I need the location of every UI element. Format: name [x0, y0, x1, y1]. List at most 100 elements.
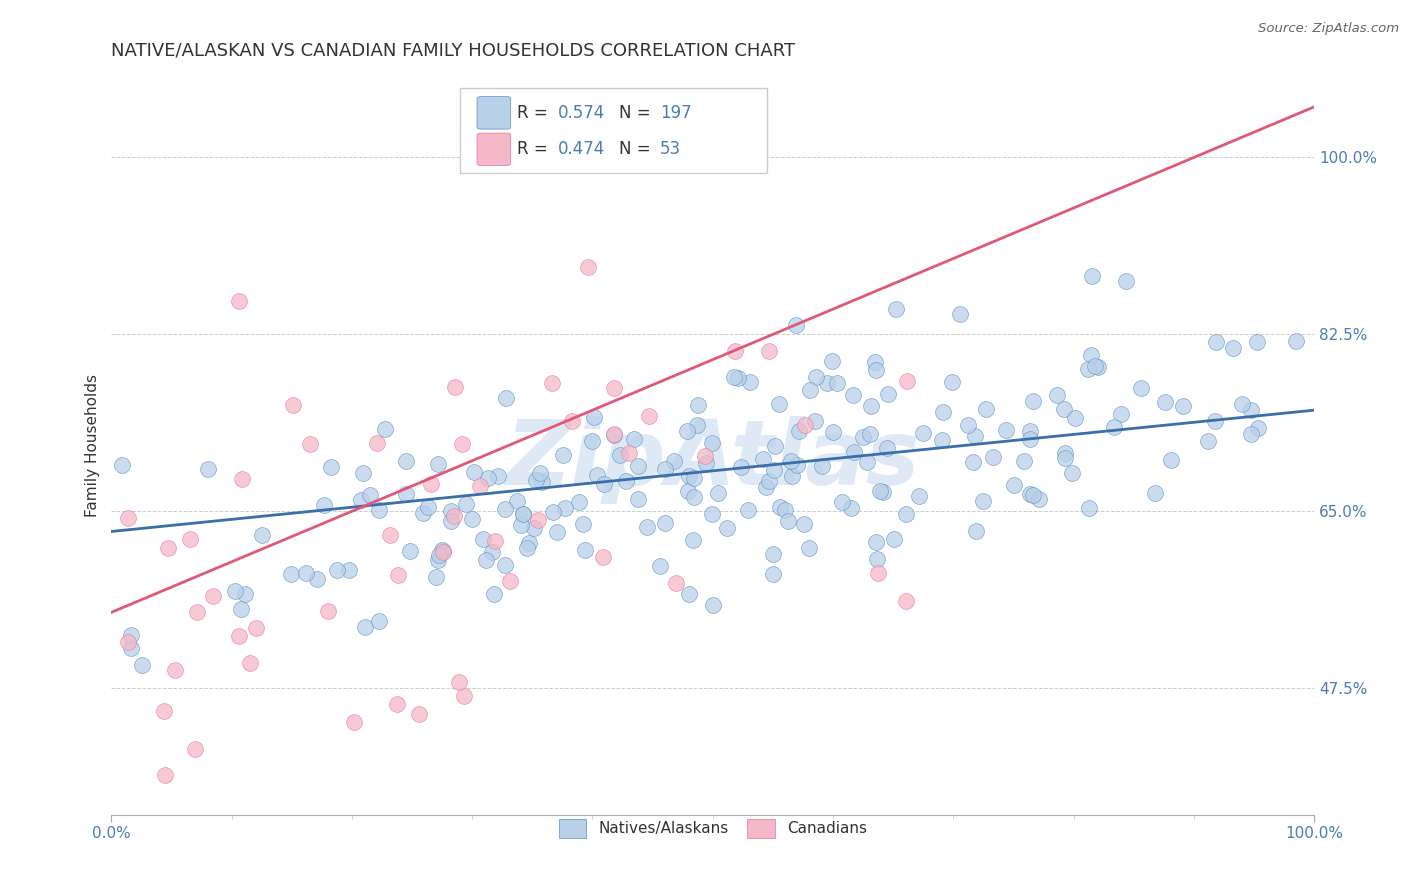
Point	[1084, 359, 1107, 373]
Point	[440, 514, 463, 528]
Point	[603, 381, 626, 395]
Point	[866, 566, 889, 581]
Point	[707, 486, 730, 500]
Point	[894, 594, 917, 608]
Point	[359, 488, 381, 502]
Point	[956, 417, 979, 432]
Point	[676, 483, 699, 498]
Text: N =: N =	[619, 140, 655, 158]
Point	[780, 454, 803, 468]
Point	[695, 456, 717, 470]
Point	[755, 480, 778, 494]
Point	[1130, 381, 1153, 395]
Point	[506, 494, 529, 508]
Text: 0.474: 0.474	[558, 140, 605, 158]
Point	[758, 475, 780, 489]
Point	[614, 474, 637, 488]
Point	[627, 458, 650, 473]
Point	[776, 514, 799, 528]
Point	[852, 430, 875, 444]
Point	[908, 489, 931, 503]
Point	[343, 714, 366, 729]
Point	[1171, 399, 1194, 413]
Point	[471, 532, 494, 546]
Point	[131, 657, 153, 672]
Point	[314, 498, 336, 512]
Point	[387, 568, 409, 582]
Point	[804, 414, 827, 428]
Point	[450, 437, 472, 451]
Text: 197: 197	[659, 103, 692, 121]
Point	[163, 663, 186, 677]
Point	[886, 301, 908, 316]
Point	[1230, 397, 1253, 411]
Point	[686, 398, 709, 412]
Point	[1246, 334, 1268, 349]
Point	[395, 487, 418, 501]
Point	[463, 465, 485, 479]
Text: 0.574: 0.574	[558, 103, 605, 121]
Point	[1154, 395, 1177, 409]
Point	[509, 517, 531, 532]
Point	[494, 558, 516, 572]
Point	[586, 467, 609, 482]
Point	[785, 318, 807, 333]
Point	[780, 468, 803, 483]
Text: ZipAtlas: ZipAtlas	[505, 417, 920, 504]
Point	[239, 657, 262, 671]
Point	[454, 497, 477, 511]
Point	[477, 471, 499, 485]
Point	[700, 507, 723, 521]
Point	[623, 432, 645, 446]
Point	[443, 508, 465, 523]
Point	[153, 705, 176, 719]
Point	[1197, 434, 1219, 448]
Point	[295, 566, 318, 580]
Point	[117, 635, 139, 649]
Point	[120, 628, 142, 642]
Point	[716, 521, 738, 535]
Point	[876, 441, 898, 455]
Point	[352, 467, 374, 481]
Point	[394, 453, 416, 467]
Point	[727, 370, 749, 384]
Point	[494, 502, 516, 516]
Point	[157, 541, 180, 555]
Point	[412, 507, 434, 521]
Point	[894, 507, 917, 521]
Point	[972, 493, 994, 508]
Point	[682, 533, 704, 548]
Point	[427, 548, 450, 562]
Point	[1060, 466, 1083, 480]
Point	[231, 472, 253, 486]
Point	[1240, 403, 1263, 417]
Point	[516, 541, 538, 555]
Point	[481, 545, 503, 559]
Point	[281, 398, 304, 412]
Point	[1002, 477, 1025, 491]
Point	[1077, 501, 1099, 516]
Point	[546, 525, 568, 540]
Point	[768, 397, 790, 411]
Point	[1204, 413, 1226, 427]
Point	[449, 675, 471, 690]
Point	[499, 574, 522, 588]
Point	[702, 598, 724, 612]
Point	[627, 492, 650, 507]
Point	[823, 425, 845, 440]
Point	[523, 521, 546, 535]
Point	[425, 570, 447, 584]
Point	[863, 355, 886, 369]
Point	[683, 471, 706, 485]
Point	[1115, 274, 1137, 288]
Point	[637, 409, 659, 424]
Point	[524, 473, 547, 487]
Text: R =: R =	[517, 103, 553, 121]
Legend: Natives/Alaskans, Canadians: Natives/Alaskans, Canadians	[553, 813, 873, 844]
Point	[737, 502, 759, 516]
Point	[981, 450, 1004, 464]
FancyBboxPatch shape	[477, 133, 510, 166]
Point	[931, 433, 953, 447]
Point	[1240, 427, 1263, 442]
Point	[859, 400, 882, 414]
